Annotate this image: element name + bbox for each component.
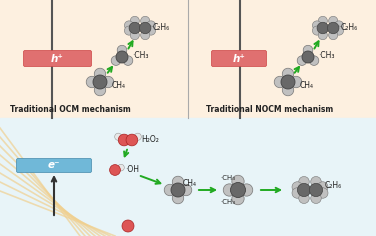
Circle shape	[118, 134, 130, 146]
Circle shape	[122, 220, 134, 232]
Text: Traditional NOCM mechanism: Traditional NOCM mechanism	[206, 105, 334, 114]
Circle shape	[335, 26, 344, 35]
Circle shape	[311, 177, 321, 187]
Circle shape	[147, 26, 156, 35]
FancyBboxPatch shape	[17, 159, 91, 173]
Circle shape	[241, 184, 253, 196]
Circle shape	[311, 193, 321, 203]
Circle shape	[141, 31, 150, 40]
Circle shape	[318, 31, 327, 40]
Circle shape	[282, 84, 294, 96]
Circle shape	[312, 21, 321, 30]
Circle shape	[281, 75, 295, 89]
Text: Traditional OCM mechanism: Traditional OCM mechanism	[10, 105, 130, 114]
Circle shape	[86, 76, 98, 88]
Text: CH₄: CH₄	[300, 81, 314, 90]
Circle shape	[130, 16, 139, 25]
Circle shape	[317, 188, 328, 198]
Circle shape	[232, 193, 244, 205]
Text: h⁺: h⁺	[50, 54, 64, 63]
Circle shape	[180, 184, 192, 196]
Circle shape	[223, 184, 235, 196]
Bar	[0, 0, 376, 118]
Circle shape	[329, 16, 338, 25]
Circle shape	[118, 164, 124, 171]
Circle shape	[282, 68, 294, 80]
Circle shape	[171, 183, 185, 197]
Circle shape	[299, 177, 309, 187]
Circle shape	[94, 84, 106, 96]
Text: CH₄: CH₄	[112, 81, 126, 90]
Circle shape	[130, 31, 139, 40]
Text: ·CH₃: ·CH₃	[318, 51, 335, 60]
Bar	[0, 118, 376, 236]
Circle shape	[232, 175, 244, 188]
Text: C₂H₆: C₂H₆	[153, 22, 170, 31]
Circle shape	[126, 134, 138, 146]
Circle shape	[290, 76, 302, 88]
Circle shape	[141, 16, 150, 25]
Circle shape	[327, 22, 339, 34]
Circle shape	[93, 75, 107, 89]
Circle shape	[297, 183, 311, 197]
Circle shape	[129, 22, 141, 34]
Text: e⁻: e⁻	[48, 160, 60, 170]
Circle shape	[292, 188, 303, 198]
Circle shape	[302, 51, 314, 63]
Circle shape	[116, 51, 128, 63]
Circle shape	[335, 21, 344, 30]
Text: ·CH₃: ·CH₃	[220, 175, 235, 181]
Circle shape	[164, 184, 176, 196]
Circle shape	[317, 182, 328, 192]
Circle shape	[309, 183, 323, 197]
Text: H₂O₂: H₂O₂	[141, 135, 159, 143]
Circle shape	[102, 76, 114, 88]
Circle shape	[172, 192, 184, 204]
FancyBboxPatch shape	[211, 51, 267, 67]
Circle shape	[134, 133, 141, 140]
Circle shape	[115, 133, 122, 140]
Circle shape	[312, 26, 321, 35]
Text: h⁺: h⁺	[233, 54, 246, 63]
Circle shape	[123, 56, 133, 65]
Circle shape	[309, 56, 319, 65]
Circle shape	[230, 182, 246, 198]
FancyBboxPatch shape	[23, 51, 91, 67]
Circle shape	[274, 76, 286, 88]
Circle shape	[318, 16, 327, 25]
Text: ·CH₃: ·CH₃	[220, 199, 235, 205]
Circle shape	[299, 193, 309, 203]
Circle shape	[303, 45, 313, 55]
Circle shape	[124, 26, 133, 35]
Circle shape	[124, 21, 133, 30]
Circle shape	[297, 56, 307, 65]
Circle shape	[117, 45, 127, 55]
Circle shape	[111, 56, 121, 65]
Circle shape	[147, 21, 156, 30]
Text: CH₄: CH₄	[183, 178, 197, 187]
Circle shape	[139, 22, 151, 34]
Text: ·CH₃: ·CH₃	[132, 51, 149, 60]
Text: ·OH: ·OH	[125, 165, 139, 174]
Circle shape	[109, 164, 120, 175]
Circle shape	[94, 68, 106, 80]
Circle shape	[317, 22, 329, 34]
Text: C₂H₆: C₂H₆	[341, 22, 358, 31]
Circle shape	[292, 182, 303, 192]
Circle shape	[172, 176, 184, 188]
Circle shape	[329, 31, 338, 40]
Text: C₂H₆: C₂H₆	[325, 181, 342, 190]
